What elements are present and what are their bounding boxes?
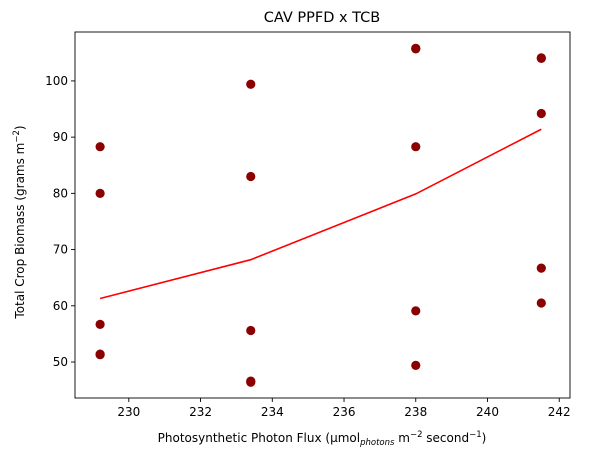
data-point <box>411 44 421 54</box>
x-axis-label-subscript: photons <box>359 438 395 448</box>
y-tick-label: 100 <box>45 74 68 88</box>
x-tick-label: 236 <box>333 405 356 419</box>
y-axis-label-main: Total Crop Biomass (grams m <box>13 143 27 320</box>
data-point <box>246 79 256 89</box>
x-tick-label: 234 <box>261 405 284 419</box>
x-axis-label-mid: second <box>422 431 469 445</box>
y-tick-label: 90 <box>53 130 68 144</box>
y-axis-label-exponent: −2 <box>12 130 22 143</box>
data-point <box>95 319 105 329</box>
chart-title: CAV PPFD x TCB <box>264 10 381 26</box>
x-tick-label: 240 <box>476 405 499 419</box>
x-tick-label: 238 <box>404 405 427 419</box>
y-axis-label-end: ) <box>13 125 27 130</box>
x-tick-label: 242 <box>548 405 571 419</box>
x-tick-label: 230 <box>117 405 140 419</box>
data-point <box>95 188 105 198</box>
y-tick-label: 60 <box>53 299 68 313</box>
x-tick-label: 232 <box>189 405 212 419</box>
data-point <box>95 350 105 360</box>
data-point <box>536 298 546 308</box>
data-point <box>246 377 256 387</box>
x-axis-label-exponent-1: −2 <box>410 430 423 440</box>
y-tick-label: 50 <box>53 355 68 369</box>
data-point <box>95 142 105 152</box>
y-tick-label: 70 <box>53 243 68 257</box>
data-point <box>411 306 421 316</box>
data-point <box>246 325 256 336</box>
x-axis-label-main: Photosynthetic Photon Flux (µmol <box>158 431 360 445</box>
data-point <box>411 360 421 370</box>
x-axis-label: Photosynthetic Photon Flux (µmolphotons … <box>158 430 487 448</box>
axes-frame <box>74 31 571 399</box>
data-point <box>411 142 421 152</box>
x-axis-label-exponent-2: −1 <box>469 430 482 440</box>
y-axis-label: Total Crop Biomass (grams m−2) <box>12 125 27 319</box>
trend-line <box>99 128 542 300</box>
data-point <box>536 263 546 273</box>
data-point <box>536 53 546 64</box>
y-tick-label: 80 <box>53 186 68 200</box>
data-point <box>246 171 256 182</box>
x-axis-label-end: ) <box>482 431 487 445</box>
data-point <box>536 108 546 119</box>
plot-area: 230 232 234 236 238 240 242 50 60 70 80 90 100 <box>45 31 571 419</box>
x-axis-label-unit: m <box>394 431 410 445</box>
